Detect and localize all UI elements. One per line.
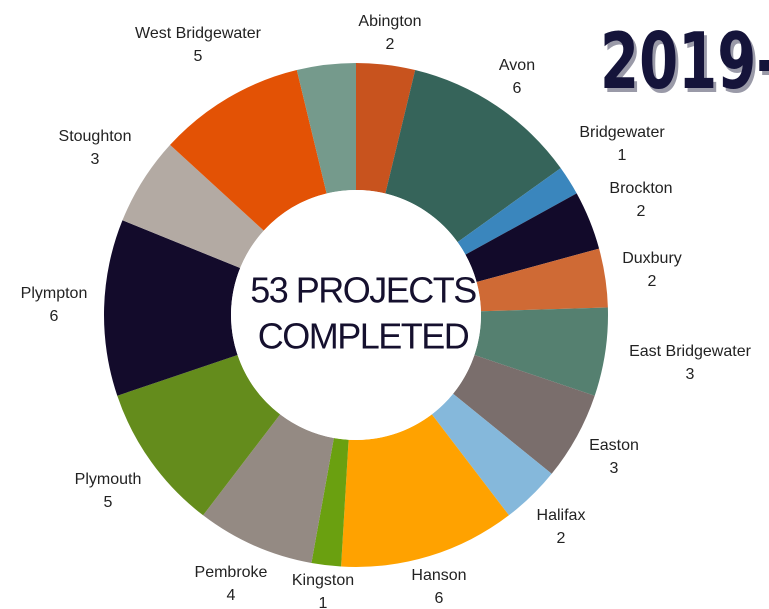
center-hole (231, 190, 481, 440)
value-label: 5 (194, 48, 203, 65)
slice (474, 307, 608, 396)
value-label: 1 (319, 595, 328, 609)
value-label: 2 (557, 530, 566, 547)
center-text: 53 PROJECTS (250, 270, 476, 311)
slice (453, 355, 595, 474)
category-label: Bridgewater (579, 124, 665, 141)
category-label: Halifax (537, 507, 586, 524)
category-label: Plymouth (75, 471, 142, 488)
slice (122, 144, 264, 269)
slice (341, 414, 509, 568)
title-group: 2019- 2019- (600, 17, 769, 112)
value-label: 4 (227, 587, 236, 604)
slice (104, 220, 241, 396)
slice (311, 438, 349, 567)
category-label: Pembroke (195, 564, 268, 581)
value-label: 2 (637, 203, 646, 220)
slice (117, 355, 281, 516)
title-shadow: 2019- (603, 21, 769, 112)
value-label: 2 (648, 273, 657, 290)
category-label: Easton (589, 437, 639, 454)
slice (431, 393, 552, 516)
value-label: 3 (610, 460, 619, 477)
value-label: 5 (104, 494, 113, 511)
slice (385, 70, 561, 243)
chart-title: 2019- (600, 17, 769, 108)
slice (465, 193, 600, 283)
value-label: 3 (686, 366, 695, 383)
category-label: Kingston (292, 572, 354, 589)
category-label: West Bridgewater (135, 25, 262, 42)
value-label: 6 (435, 590, 444, 607)
slice (203, 414, 334, 564)
value-label: 6 (50, 308, 59, 325)
category-label: Stoughton (59, 128, 132, 145)
value-label: 2 (386, 36, 395, 53)
value-label: 3 (91, 151, 100, 168)
category-label: Hanson (411, 567, 466, 584)
value-label: 6 (513, 80, 522, 97)
category-label: Abington (358, 13, 421, 30)
slice (170, 70, 327, 231)
value-label: 1 (618, 147, 627, 164)
category-label: Duxbury (622, 250, 682, 267)
slice (296, 63, 356, 194)
category-label: Plympton (21, 285, 88, 302)
category-label: East Bridgewater (629, 343, 752, 360)
slice (356, 63, 416, 194)
category-label: Brockton (609, 180, 672, 197)
slice (457, 168, 577, 255)
center-text: COMPLETED (258, 316, 469, 357)
slice (476, 248, 608, 312)
category-label: Avon (499, 57, 535, 74)
